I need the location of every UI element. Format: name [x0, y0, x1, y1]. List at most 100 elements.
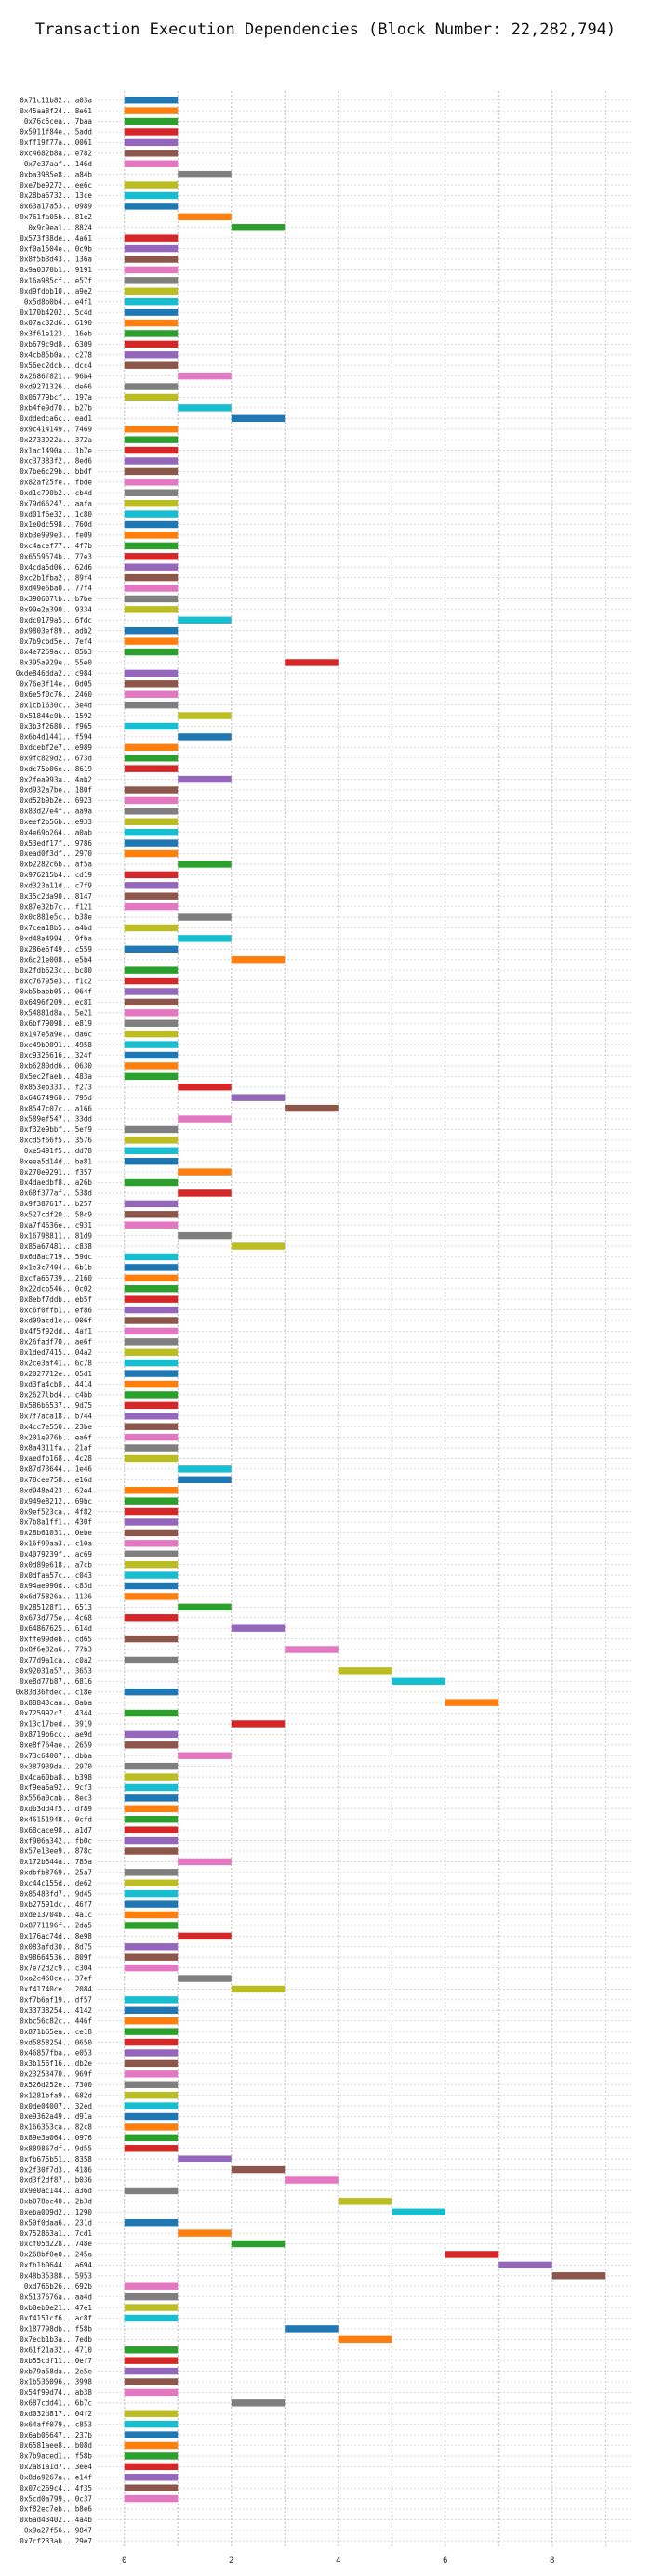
- tx-hash-label: 0x390607lb...b7be: [20, 595, 92, 603]
- tx-hash-label: 0x2027712e...05d1: [20, 1370, 92, 1378]
- execution-bar: [124, 1072, 179, 1081]
- tx-hash-label: 0x33738254...4142: [20, 2006, 92, 2015]
- tx-hash-label: 0xc49b9091...4958: [20, 1041, 92, 1049]
- execution-bar: [124, 2187, 179, 2195]
- execution-bar: [178, 1231, 232, 1240]
- execution-bar: [124, 2028, 179, 2035]
- tx-hash-label: 0x4cc7e550...23be: [20, 1423, 92, 1431]
- execution-bar: [178, 2229, 232, 2237]
- execution-bar: [124, 1826, 179, 1833]
- tx-hash-label: 0x172b544a...785a: [20, 1858, 92, 1866]
- tx-hash-label: 0xde846dda2...c984: [16, 669, 93, 677]
- tx-hash-label: 0x6bf79098...e819: [20, 1019, 92, 1028]
- tx-hash-label: 0xf82ec7eb...b8e6: [20, 2505, 92, 2514]
- execution-bar: [124, 297, 179, 306]
- tx-hash-label: 0xb679c9d8...6309: [20, 340, 92, 348]
- tx-hash-label: 0x2686f821...96b4: [20, 372, 92, 380]
- execution-bar: [124, 1295, 179, 1303]
- tx-hash-label: 0x8771196f...2da5: [20, 1922, 92, 1930]
- tx-hash-label: 0x395a929e...55e0: [20, 659, 92, 667]
- tx-hash-label: 0x0c881e5c...b38e: [20, 913, 92, 922]
- tx-hash-label: 0x78cee758...e16d: [20, 1476, 92, 1484]
- execution-bar: [124, 1009, 179, 1017]
- tx-hash-label: 0x1e3c7404...6b1b: [20, 1264, 92, 1272]
- tx-hash-label: 0x3b3f2680...f965: [20, 722, 92, 730]
- tx-hash-label: 0x9803ef89...adb2: [20, 626, 92, 635]
- execution-bar: [124, 1922, 179, 1929]
- tx-hash-label: 0x87e32b7c...f121: [20, 902, 92, 911]
- execution-bar: [178, 913, 232, 921]
- execution-bar: [124, 96, 179, 104]
- execution-bar: [124, 2102, 179, 2109]
- execution-bar: [124, 1836, 179, 1845]
- tx-hash-label: 0x16f99aa3...c10a: [20, 1540, 92, 1548]
- execution-bar: [124, 1614, 179, 1622]
- tx-hash-label: 0x0dfaa57c...c043: [20, 1571, 92, 1580]
- tx-hash-label: 0x76c5cea...7baa: [24, 117, 92, 125]
- execution-bar: [124, 1391, 179, 1399]
- tx-hash-label: 0x79d66247...aafa: [20, 499, 92, 507]
- tx-hash-label: 0xb6280dd6...0630: [20, 1062, 92, 1071]
- execution-bar: [178, 616, 232, 624]
- tx-hash-label: 0xe9362a49...d91a: [20, 2112, 92, 2121]
- tx-hash-label: 0x7f7aca18...b744: [20, 1412, 92, 1420]
- tx-hash-label: 0xba3985e8...a84b: [20, 170, 92, 178]
- tx-hash-label: 0x13c17bed...3919: [20, 1720, 92, 1728]
- tx-hash-label: 0xb0eb0e21...47e1: [20, 2304, 92, 2312]
- tx-hash-label: 0x85483fd7...9d45: [20, 1889, 92, 1898]
- tx-hash-label: 0x752863a1...7cd1: [20, 2229, 92, 2238]
- execution-bar: [124, 1889, 179, 1898]
- execution-bar: [124, 563, 179, 571]
- execution-bar: [124, 1593, 179, 1600]
- tx-hash-label: 0x8f5b3d43...136a: [20, 256, 92, 264]
- tx-hash-label: 0xf0a1504e...0c9b: [20, 244, 92, 253]
- tx-hash-label: 0x46857fba...e053: [20, 2049, 92, 2057]
- execution-bar: [124, 1847, 179, 1855]
- tx-hash-label: 0x4daedbf8...a26b: [20, 1178, 92, 1187]
- tx-hash-label: 0x4cb85b0a...c278: [20, 350, 92, 359]
- tx-hash-label: 0xead0f3df...2970: [20, 849, 92, 858]
- execution-bar: [124, 882, 179, 889]
- execution-bar: [178, 775, 232, 783]
- execution-bar: [124, 2218, 179, 2227]
- execution-bar: [124, 839, 179, 847]
- tx-hash-label: 0xdc75b06e...8619: [20, 765, 92, 773]
- execution-bar: [178, 733, 232, 741]
- execution-bar: [124, 393, 179, 401]
- tx-hash-label: 0x6559574b...77e3: [20, 552, 92, 560]
- execution-bar: [124, 2006, 179, 2015]
- tx-hash-label: 0x3f61e123...16eb: [20, 330, 92, 338]
- tx-hash-label: 0x573f38de...4a61: [20, 234, 92, 243]
- tx-hash-label: 0xb2282c6b...af5a: [20, 861, 92, 869]
- execution-bar: [124, 1540, 179, 1547]
- execution-bar: [124, 160, 179, 167]
- tx-hash-label: 0x871b65ea...ce18: [20, 2028, 92, 2036]
- tx-hash-label: 0x9c414149...7469: [20, 425, 92, 433]
- execution-bar: [124, 2112, 179, 2121]
- tx-hash-label: 0xa7f4636e...c931: [20, 1221, 92, 1229]
- execution-bar: [124, 510, 179, 518]
- execution-bar: [124, 1137, 179, 1144]
- tx-hash-label: 0xdb3dd4f5...df89: [20, 1805, 92, 1813]
- tx-hash-label: 0x853eb333...f273: [20, 1083, 92, 1091]
- execution-bar: [124, 1816, 179, 1823]
- tx-hash-label: 0xd52b9b2e...6923: [20, 796, 92, 805]
- tx-hash-label: 0xd5858254...0650: [20, 2038, 92, 2046]
- execution-bar: [178, 712, 232, 719]
- tx-hash-label: 0x07ac32d6...6190: [20, 319, 92, 327]
- execution-bar: [124, 138, 179, 147]
- tx-hash-label: 0x73c64007...dbba: [20, 1752, 92, 1760]
- tx-hash-label: 0x170b4202...5c4d: [20, 309, 92, 317]
- execution-bar: [124, 2388, 179, 2397]
- tx-hash-label: 0x82af25fe...fbde: [20, 479, 92, 487]
- tx-hash-label: 0x7be6c29b...bbdf: [20, 467, 92, 476]
- tx-hash-label: 0xd032d817...04f2: [20, 2410, 92, 2418]
- execution-bar: [231, 224, 286, 231]
- execution-bar: [285, 2176, 339, 2184]
- tx-hash-label: 0x7cea18b5...a4bd: [20, 924, 92, 932]
- execution-bar: [124, 988, 179, 995]
- tx-hash-label: 0x54f99d74...ab38: [20, 2388, 92, 2397]
- tx-hash-label: 0x1ded7415...04a2: [20, 1348, 92, 1357]
- execution-bar: [124, 1062, 179, 1070]
- tx-hash-label: 0x54881d8a...5e21: [20, 1009, 92, 1018]
